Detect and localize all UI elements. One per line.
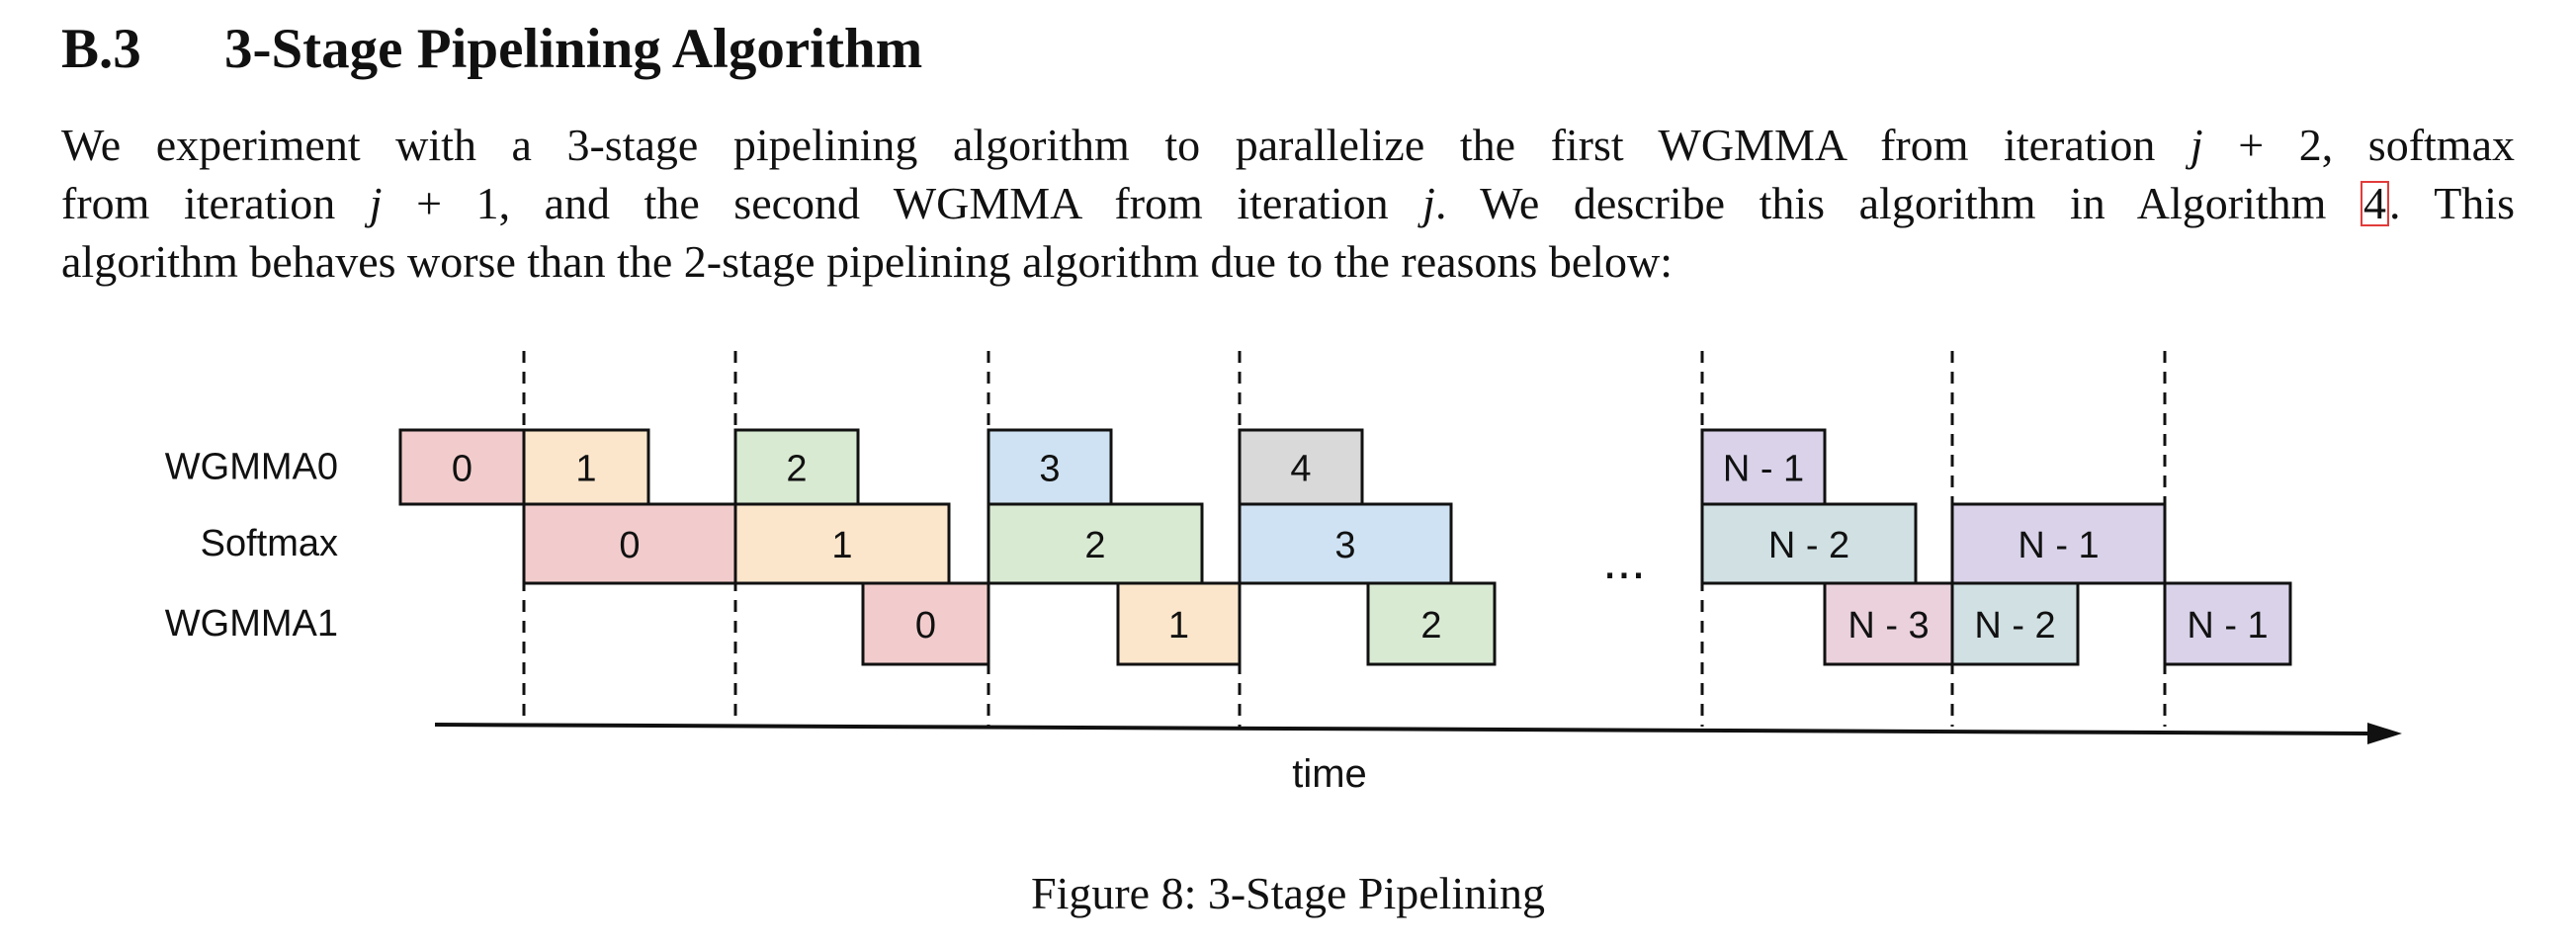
- pipeline-block: [1366, 581, 1497, 666]
- pipeline-block-label: 3: [1039, 449, 1060, 490]
- text-run: . This: [2389, 178, 2515, 228]
- time-axis-label: time: [1292, 752, 1367, 796]
- time-axis-line: [434, 723, 2368, 735]
- pipeline-block: [398, 428, 526, 506]
- pipeline-block-label: N - 1: [2018, 525, 2099, 566]
- row-label-wgmma0: WGMMA0: [165, 447, 338, 488]
- pipeline-block: [987, 502, 1204, 585]
- pipeline-block: [733, 428, 860, 506]
- pipeline-block-label: 1: [575, 449, 596, 490]
- math-variable-j: j: [1422, 178, 1435, 228]
- pipeline-block: [1238, 428, 1364, 506]
- pipeline-block-label: 2: [1420, 605, 1441, 647]
- figure-caption: Figure 8: 3-Stage Pipelining: [1030, 868, 1545, 918]
- pipeline-block: [1700, 502, 1918, 585]
- paragraph-line-1: We experiment with a 3-stage pipelining …: [61, 116, 2515, 174]
- pipeline-block: [522, 502, 737, 585]
- pipeline-block-label: 2: [1084, 525, 1105, 566]
- pipeline-block-label: N - 3: [1847, 605, 1929, 647]
- pipeline-block: [1823, 581, 1954, 666]
- pipeline-block-label: N - 2: [1974, 605, 2055, 647]
- pipeline-block-label: 1: [1168, 605, 1189, 647]
- paragraph-line-2: from iteration j + 1, and the second WGM…: [61, 174, 2515, 232]
- pipeline-block-label: 2: [786, 449, 807, 490]
- math-variable-j: j: [2190, 120, 2203, 170]
- text-run: + 2, softmax: [2202, 120, 2516, 170]
- pipeline-block-label: N - 1: [2187, 605, 2268, 647]
- pipeline-block: [522, 428, 650, 506]
- pipeline-block-label: 1: [831, 525, 852, 566]
- pipeline-block: [2163, 581, 2292, 666]
- pipeline-block: [861, 581, 990, 666]
- pipeline-block: [1700, 428, 1827, 506]
- row-label-wgmma1: WGMMA1: [165, 603, 338, 645]
- pipeline-block-label: N - 2: [1768, 525, 1849, 566]
- pipeline-block: [1950, 502, 2167, 585]
- pipeline-block: [987, 428, 1113, 506]
- text-run: . We describe this algorithm in Algorith…: [1434, 178, 2361, 228]
- pipeline-block-label: 0: [915, 605, 936, 647]
- pipeline-block: [1116, 581, 1242, 666]
- paragraph-line-3: algorithm behaves worse than the 2-stage…: [61, 232, 2515, 291]
- time-axis-arrowhead: [2367, 723, 2402, 744]
- text-run: algorithm behaves worse than the 2-stage…: [61, 236, 1674, 287]
- algorithm-reference-link[interactable]: 4: [2361, 181, 2389, 226]
- pipeline-block: [1238, 502, 1453, 585]
- pipeline-block-label: 3: [1334, 525, 1355, 566]
- text-run: + 1, and the second WGMMA from iteration: [382, 178, 1423, 228]
- math-variable-j: j: [369, 178, 383, 228]
- row-label-softmax: Softmax: [201, 523, 338, 564]
- pipeline-block: [1950, 581, 2080, 666]
- text-run: from iteration: [61, 178, 370, 228]
- section-number: B.3: [61, 18, 141, 80]
- pipeline-block-label: 4: [1290, 449, 1311, 490]
- pipeline-block-label: 0: [619, 525, 640, 566]
- section-title: 3-Stage Pipelining Algorithm: [224, 18, 923, 80]
- pipeline-block-label: N - 1: [1723, 449, 1804, 490]
- section-heading: B.3 3-Stage Pipelining Algorithm: [61, 10, 922, 89]
- pipeline-block: [733, 502, 951, 585]
- ellipsis-text: ...: [1602, 533, 1645, 590]
- text-run: We experiment with a 3-stage pipelining …: [61, 120, 2190, 170]
- pipeline-block-label: 0: [452, 449, 472, 490]
